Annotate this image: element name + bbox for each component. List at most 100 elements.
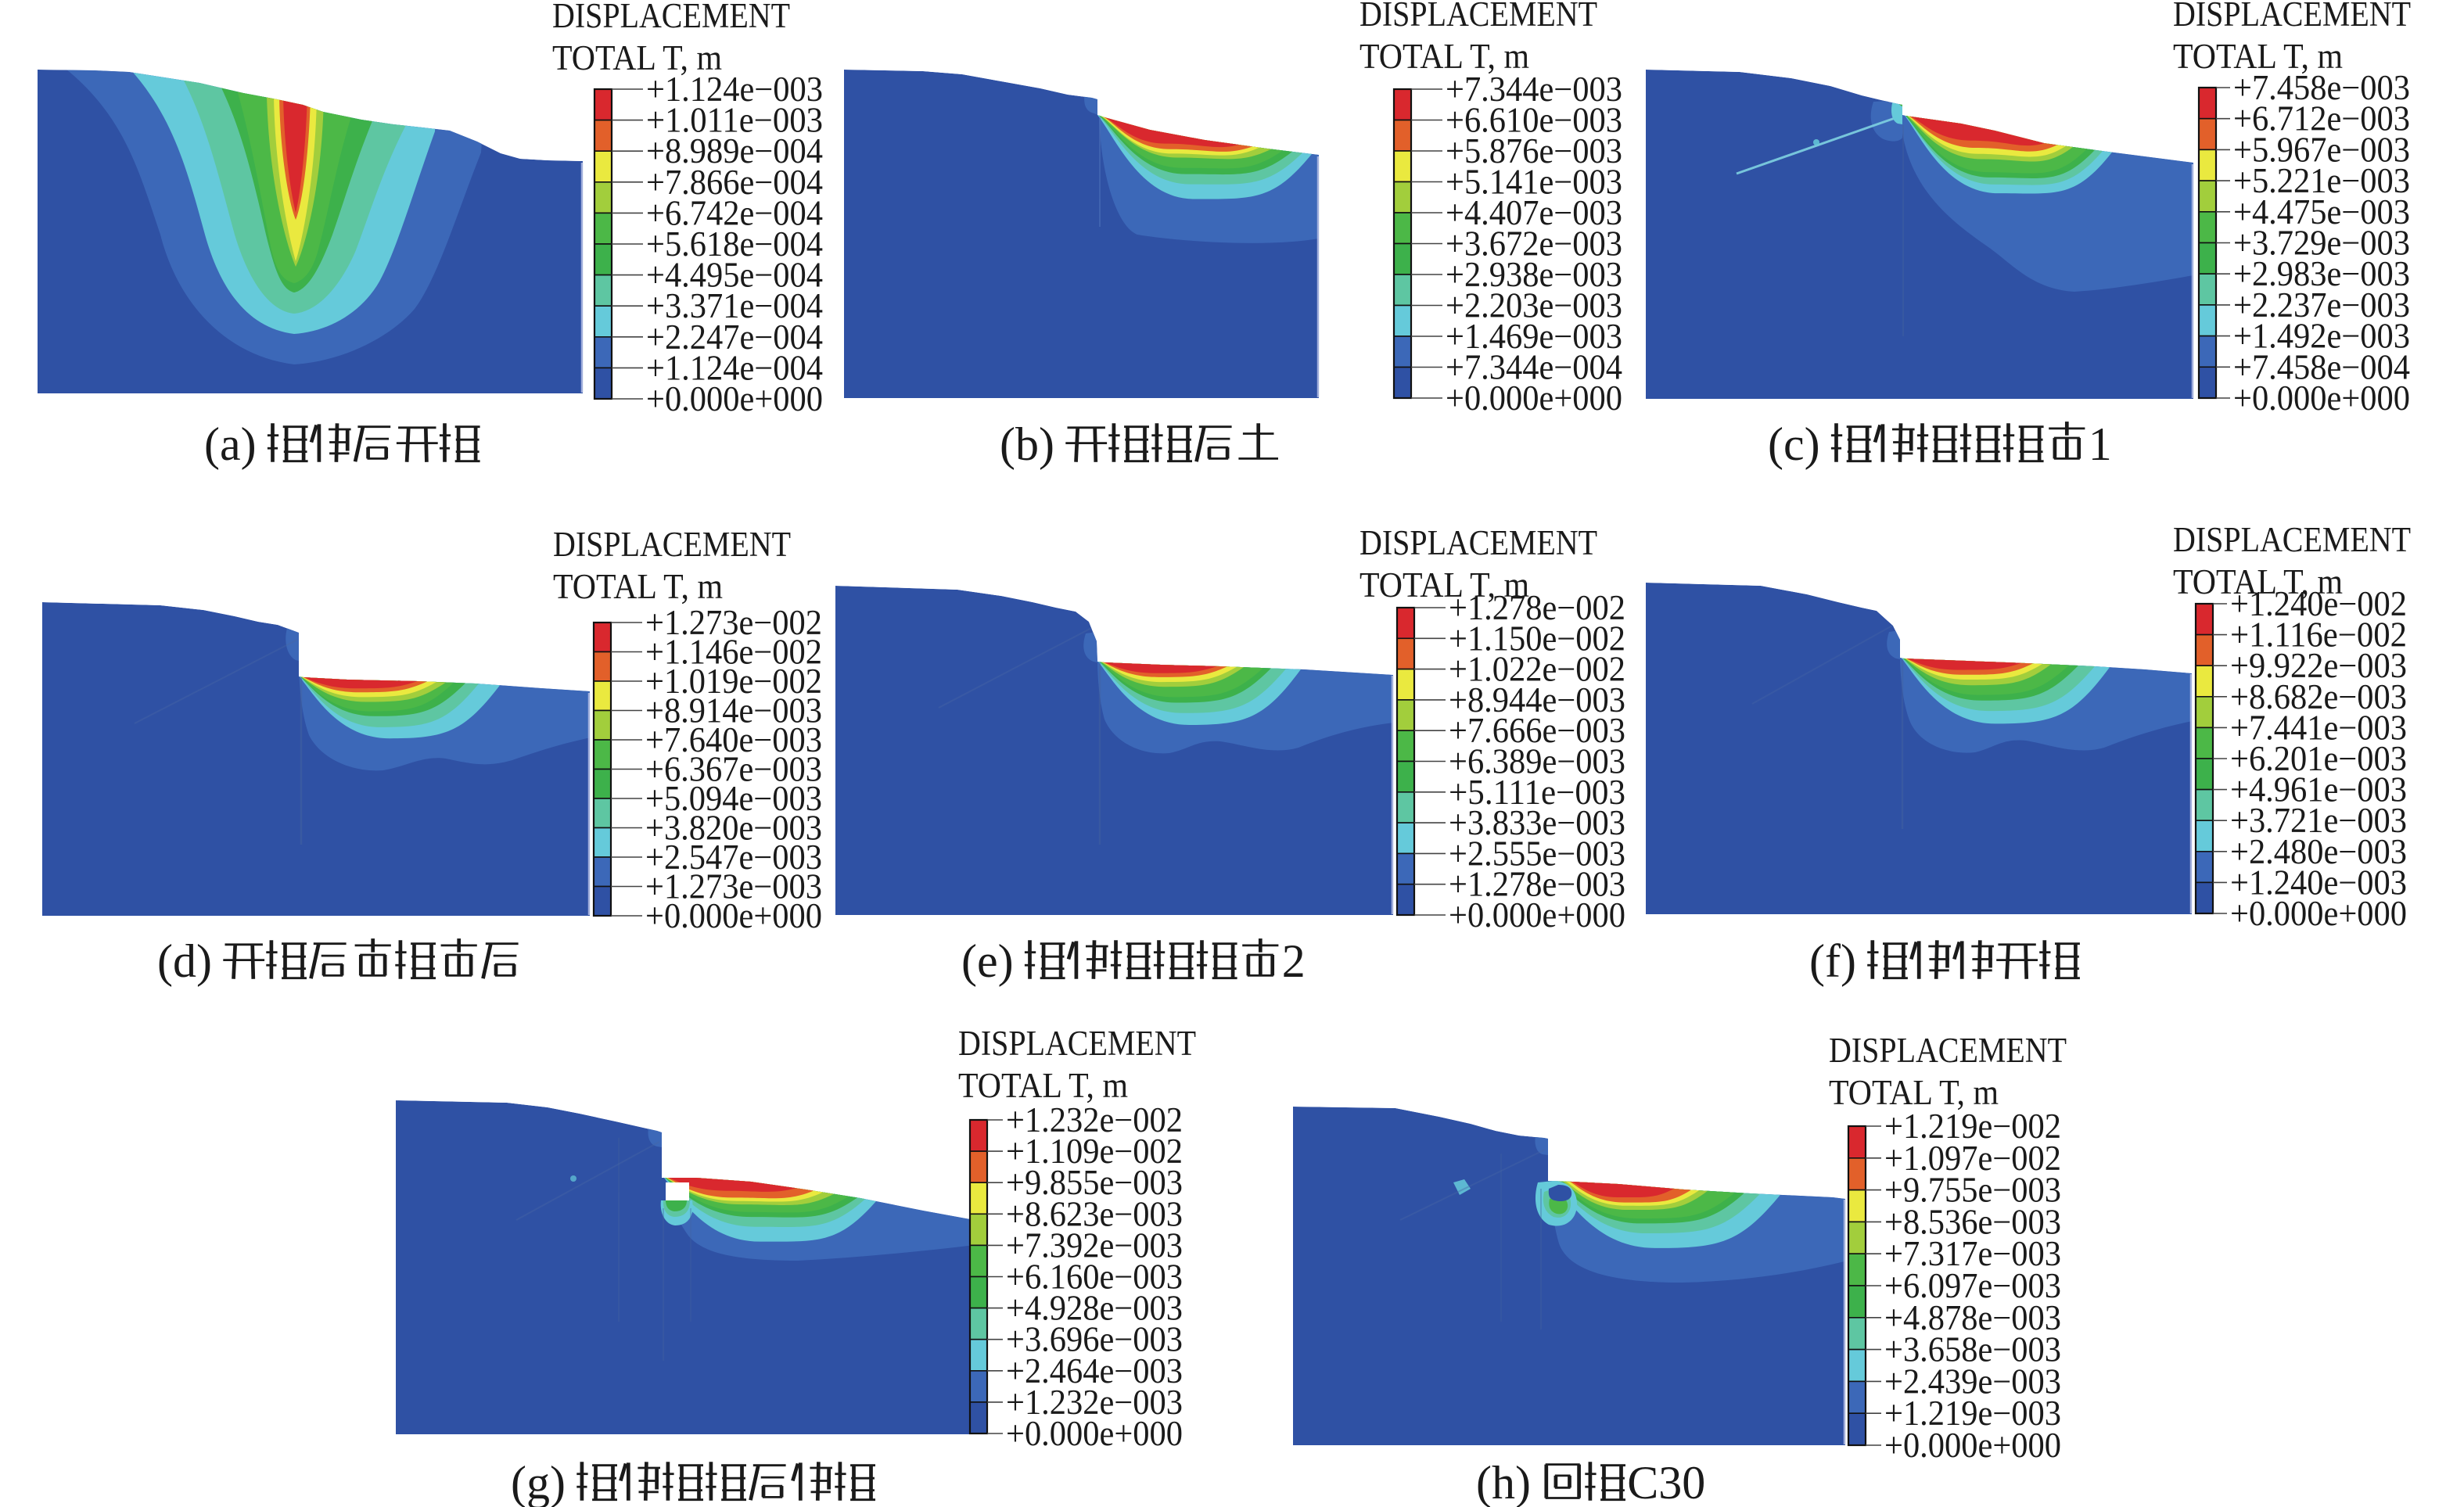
svg-text:+2.237e−003: +2.237e−003 [2233,285,2410,325]
svg-text:DISPLACEMENT: DISPLACEMENT [552,0,790,35]
svg-text:+8.989e−004: +8.989e−004 [646,131,823,170]
svg-text:TOTAL T, m: TOTAL T, m [2173,37,2343,76]
svg-text:DISPLACEMENT: DISPLACEMENT [1360,0,1597,34]
svg-text:+0.000e+000: +0.000e+000 [646,379,823,418]
svg-text:+5.221e−003: +5.221e−003 [2233,161,2410,200]
svg-text:+7.666e−003: +7.666e−003 [1449,711,1625,750]
svg-text:+5.141e−003: +5.141e−003 [1446,163,1622,202]
svg-text:+7.866e−004: +7.866e−004 [646,163,823,202]
svg-text:TOTAL T, m: TOTAL T, m [553,567,723,606]
svg-text:+7.458e−004: +7.458e−004 [2233,347,2410,386]
svg-text:+8.682e−003: +8.682e−003 [2230,677,2407,716]
svg-text:+8.623e−003: +8.623e−003 [1006,1194,1183,1233]
svg-text:(e): (e) [961,935,1014,987]
svg-text:+1.124e−003: +1.124e−003 [646,70,823,109]
svg-text:1: 1 [2089,418,2112,470]
svg-text:+2.983e−003: +2.983e−003 [2233,254,2410,293]
svg-text:TOTAL T, m: TOTAL T, m [2173,562,2343,601]
svg-text:+0.000e+000: +0.000e+000 [2230,894,2407,933]
svg-text:(g): (g) [511,1457,566,1507]
svg-text:+1.097e−002: +1.097e−002 [1884,1139,2061,1178]
svg-text:+2.938e−003: +2.938e−003 [1446,255,1622,294]
svg-text:(h): (h) [1476,1457,1531,1507]
svg-text:+1.019e−002: +1.019e−002 [645,662,822,701]
svg-text:+1.150e−002: +1.150e−002 [1449,619,1625,658]
svg-text:+3.833e−003: +3.833e−003 [1449,803,1625,842]
svg-text:+9.855e−003: +9.855e−003 [1006,1163,1183,1202]
svg-text:+1.232e−002: +1.232e−002 [1006,1100,1183,1139]
svg-text:+7.392e−003: +7.392e−003 [1006,1225,1183,1265]
svg-text:+5.618e−004: +5.618e−004 [646,224,823,264]
svg-text:+8.536e−003: +8.536e−003 [1884,1202,2061,1241]
svg-text:TOTAL T, m: TOTAL T, m [1360,37,1529,76]
svg-text:TOTAL T, m: TOTAL T, m [958,1066,1128,1105]
svg-text:2: 2 [1282,935,1306,987]
svg-text:+9.755e−003: +9.755e−003 [1884,1171,2061,1210]
svg-text:+5.876e−003: +5.876e−003 [1446,131,1622,170]
svg-text:+1.219e−002: +1.219e−002 [1884,1107,2061,1146]
svg-text:+3.721e−003: +3.721e−003 [2230,801,2407,840]
svg-text:+0.000e+000: +0.000e+000 [1006,1414,1183,1453]
svg-text:(a): (a) [204,418,257,470]
svg-text:DISPLACEMENT: DISPLACEMENT [2173,520,2411,559]
svg-text:+7.344e−004: +7.344e−004 [1446,348,1622,387]
svg-text:DISPLACEMENT: DISPLACEMENT [553,525,791,564]
svg-text:+0.000e+000: +0.000e+000 [1884,1426,2061,1465]
svg-text:+7.441e−003: +7.441e−003 [2230,708,2407,747]
svg-text:+0.000e+000: +0.000e+000 [2233,379,2410,418]
svg-text:+7.458e−003: +7.458e−003 [2233,68,2410,107]
svg-text:+6.160e−003: +6.160e−003 [1006,1258,1183,1297]
svg-text:+4.475e−003: +4.475e−003 [2233,192,2410,231]
svg-text:+6.742e−004: +6.742e−004 [646,193,823,232]
svg-text:+6.097e−003: +6.097e−003 [1884,1266,2061,1305]
svg-text:+5.111e−003: +5.111e−003 [1449,773,1625,812]
svg-text:+3.729e−003: +3.729e−003 [2233,224,2410,263]
svg-text:DISPLACEMENT: DISPLACEMENT [958,1024,1196,1063]
svg-text:+1.116e−002: +1.116e−002 [2230,615,2407,655]
svg-text:+3.820e−003: +3.820e−003 [645,809,822,848]
svg-text:DISPLACEMENT: DISPLACEMENT [1360,523,1597,562]
svg-text:DISPLACEMENT: DISPLACEMENT [2173,0,2411,34]
svg-text:+6.610e−003: +6.610e−003 [1446,101,1622,140]
svg-text:+5.094e−003: +5.094e−003 [645,779,822,818]
svg-text:+1.240e−002: +1.240e−002 [2230,584,2407,623]
svg-text:+1.278e−003: +1.278e−003 [1449,865,1625,904]
svg-text:+0.000e+000: +0.000e+000 [645,896,822,935]
svg-text:+3.658e−003: +3.658e−003 [1884,1330,2061,1369]
svg-text:C30: C30 [1627,1457,1705,1507]
svg-text:+2.464e−003: +2.464e−003 [1006,1351,1183,1390]
svg-text:+4.961e−003: +4.961e−003 [2230,770,2407,809]
svg-text:+9.922e−003: +9.922e−003 [2230,646,2407,685]
svg-text:(d): (d) [157,935,212,987]
svg-text:(c): (c) [1768,418,1820,470]
svg-text:+8.914e−003: +8.914e−003 [645,691,822,730]
svg-text:+4.878e−003: +4.878e−003 [1884,1298,2061,1337]
svg-text:+7.344e−003: +7.344e−003 [1446,70,1622,109]
svg-text:TOTAL T, m: TOTAL T, m [1829,1073,1999,1112]
svg-text:+1.273e−002: +1.273e−002 [645,603,822,642]
svg-text:(b): (b) [1000,418,1054,470]
svg-text:(f): (f) [1809,935,1856,987]
svg-text:+1.011e−003: +1.011e−003 [646,101,823,140]
svg-text:+2.203e−003: +2.203e−003 [1446,286,1622,325]
svg-text:+7.317e−003: +7.317e−003 [1884,1234,2061,1273]
svg-text:DISPLACEMENT: DISPLACEMENT [1829,1031,2067,1070]
svg-text:+1.273e−003: +1.273e−003 [645,867,822,906]
svg-text:+5.967e−003: +5.967e−003 [2233,130,2410,169]
svg-text:+1.469e−003: +1.469e−003 [1446,317,1622,356]
svg-text:+6.367e−003: +6.367e−003 [645,750,822,789]
svg-text:+7.640e−003: +7.640e−003 [645,720,822,759]
svg-text:+3.672e−003: +3.672e−003 [1446,224,1622,264]
svg-text:+0.000e+000: +0.000e+000 [1446,379,1622,418]
svg-text:+1.232e−003: +1.232e−003 [1006,1383,1183,1422]
svg-text:+1.124e−004: +1.124e−004 [646,348,823,387]
svg-text:+3.371e−004: +3.371e−004 [646,286,823,325]
svg-text:+1.219e−003: +1.219e−003 [1884,1394,2061,1433]
svg-text:+4.928e−003: +4.928e−003 [1006,1289,1183,1328]
svg-text:+1.146e−002: +1.146e−002 [645,633,822,672]
svg-text:+1.240e−003: +1.240e−003 [2230,863,2407,902]
svg-text:+8.944e−003: +8.944e−003 [1449,680,1625,719]
svg-text:+2.247e−004: +2.247e−004 [646,318,823,357]
svg-text:+1.492e−003: +1.492e−003 [2233,317,2410,356]
svg-text:+4.407e−003: +4.407e−003 [1446,193,1622,232]
